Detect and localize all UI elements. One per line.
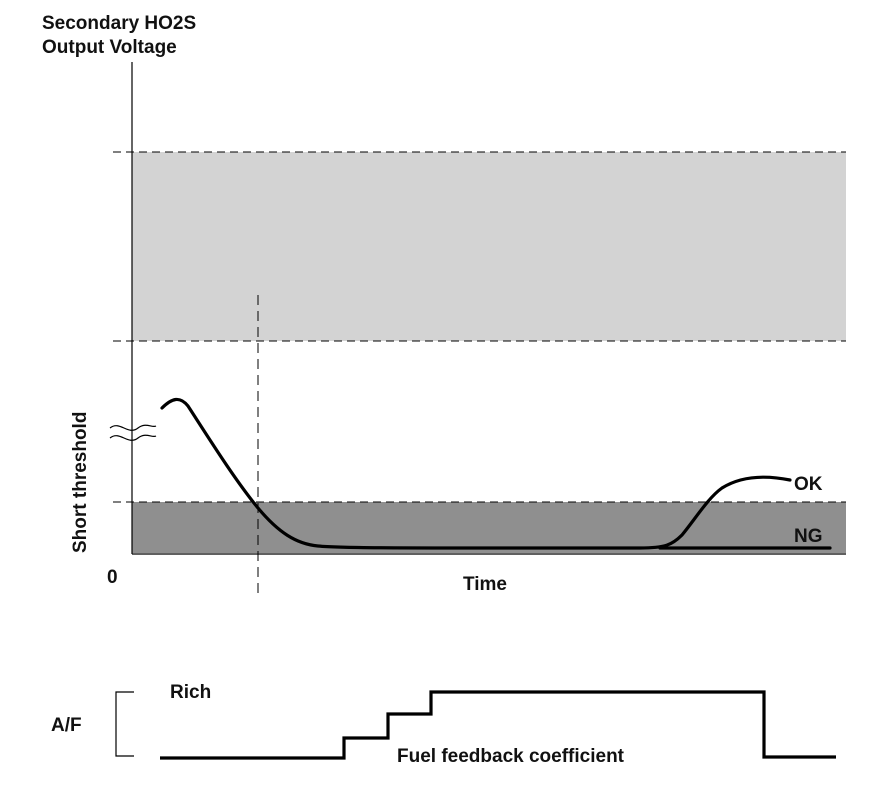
axis-break-icon xyxy=(109,424,157,441)
x-axis-label: Time xyxy=(463,574,507,595)
short-threshold-band xyxy=(132,502,846,553)
x-zero-label: 0 xyxy=(107,567,118,588)
short-threshold-label: Short threshold xyxy=(70,412,91,553)
y-title-line1: Secondary HO2S xyxy=(42,13,196,34)
ok-label: OK xyxy=(794,474,823,495)
ok-curve xyxy=(160,397,792,550)
fuel-feedback-step-line xyxy=(160,690,836,760)
upper-threshold-band xyxy=(132,152,846,341)
af-bracket xyxy=(115,691,134,757)
af-label: A/F xyxy=(51,715,82,736)
y-title-line2: Output Voltage xyxy=(42,37,177,58)
fuel-feedback-caption: Fuel feedback coefficient xyxy=(397,746,625,767)
ng-label: NG xyxy=(794,526,823,547)
rich-label: Rich xyxy=(170,682,211,703)
